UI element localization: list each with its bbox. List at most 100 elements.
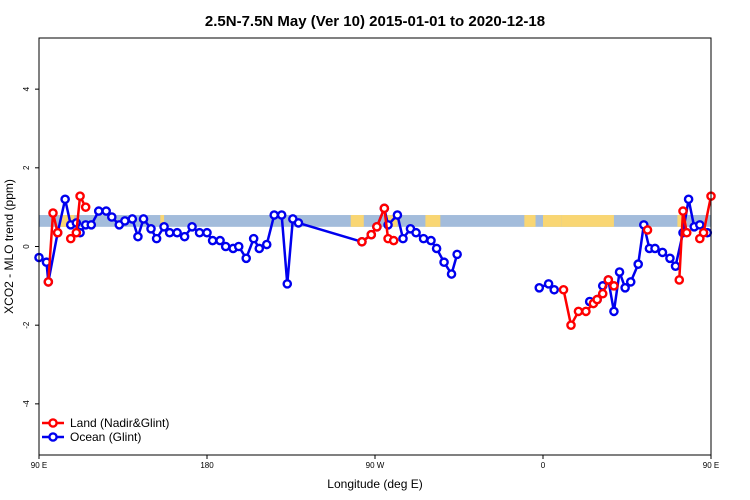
data-point	[276, 210, 287, 220]
data-point	[534, 283, 545, 293]
ocean-band	[39, 215, 711, 227]
data-point	[127, 214, 138, 224]
y-axis: -4 -2 0 2 4	[22, 86, 39, 407]
x-tick-label: 180	[200, 461, 214, 470]
data-point	[75, 191, 85, 201]
data-point	[625, 277, 636, 287]
data-point	[138, 214, 149, 224]
y-tick-label: -4	[22, 400, 31, 408]
x-tick-label: 90 W	[366, 461, 385, 470]
data-point	[179, 231, 190, 242]
data-point	[241, 253, 251, 264]
data-point	[558, 284, 569, 295]
data-point	[120, 216, 130, 226]
data-point	[665, 253, 675, 264]
data-point	[372, 222, 382, 232]
data-point	[398, 233, 408, 244]
data-point	[566, 320, 576, 330]
data-point	[48, 208, 58, 218]
data-point	[439, 257, 449, 268]
data-point	[65, 233, 76, 244]
data-point	[609, 281, 619, 291]
data-point	[592, 294, 602, 305]
data-point	[233, 241, 244, 252]
data-point	[254, 243, 265, 254]
data-point	[549, 284, 560, 295]
data-point	[164, 227, 175, 238]
land-band-segment	[59, 215, 75, 227]
data-point	[248, 233, 259, 244]
data-point	[431, 243, 442, 254]
data-point	[215, 235, 225, 246]
data-point	[52, 227, 63, 238]
data-point	[379, 203, 390, 214]
legend-marker	[48, 418, 58, 428]
data-point	[698, 227, 709, 238]
data-point	[678, 206, 688, 216]
data-point	[93, 206, 104, 216]
legend: Land (Nadir&Glint)Ocean (Glint)	[42, 416, 169, 444]
data-point	[71, 227, 82, 238]
data-point	[633, 259, 644, 270]
data-point	[80, 202, 91, 212]
data-point	[220, 241, 231, 252]
data-point	[581, 306, 591, 317]
land-band-segment	[543, 215, 562, 227]
data-point	[674, 275, 685, 285]
data-point	[670, 261, 681, 271]
data-point	[695, 220, 705, 230]
series-land	[43, 191, 716, 330]
x-tick-label: 90 E	[703, 461, 719, 470]
legend-item: Land (Nadir&Glint)	[42, 416, 169, 430]
data-point	[392, 210, 403, 220]
data-point	[683, 194, 694, 205]
data-point	[620, 283, 630, 293]
data-point	[151, 233, 162, 244]
x-axis: 90 E 180 90 W 0 90 E	[31, 455, 719, 470]
legend-label: Land (Nadir&Glint)	[70, 416, 169, 430]
data-point	[681, 227, 692, 238]
data-point	[101, 206, 111, 216]
y-axis-title: XCO2 - MLO trend (ppm)	[2, 179, 16, 314]
land-band-segment	[425, 215, 441, 227]
data-point	[650, 243, 660, 254]
land-band-segment	[350, 215, 364, 227]
data-point	[60, 194, 70, 205]
data-point	[269, 210, 280, 220]
data-point	[642, 225, 653, 235]
data-point	[202, 227, 212, 238]
legend-marker	[48, 432, 58, 442]
y-tick-label: -2	[22, 321, 31, 329]
x-axis-title: Longitude (deg E)	[327, 477, 422, 491]
data-point	[366, 229, 377, 240]
data-point	[603, 275, 614, 285]
data-point	[597, 288, 608, 299]
data-point	[187, 222, 197, 232]
data-point	[357, 236, 367, 247]
data-point	[452, 249, 462, 260]
x-tick-label: 90 E	[31, 461, 47, 470]
data-point	[573, 306, 584, 317]
data-point	[657, 247, 668, 258]
plot-frame	[38, 37, 712, 456]
data-point	[388, 235, 399, 246]
data-point	[609, 306, 619, 317]
data-point	[86, 220, 97, 230]
y-tick-label: 0	[22, 244, 31, 249]
data-point	[43, 277, 54, 287]
data-point	[543, 279, 554, 289]
data-point	[159, 222, 169, 232]
data-point	[446, 269, 457, 279]
land-band-segment	[524, 215, 536, 227]
data-point	[207, 235, 218, 246]
data-point	[133, 231, 143, 242]
data-point	[172, 227, 182, 238]
data-point	[194, 227, 205, 238]
data-point	[146, 223, 156, 234]
data-point	[293, 218, 304, 228]
y-tick-label: 4	[22, 86, 31, 91]
land-band-segment	[561, 215, 614, 227]
chart-title: 2.5N-7.5N May (Ver 10) 2015-01-01 to 202…	[205, 13, 545, 30]
series-ocean	[34, 194, 713, 317]
